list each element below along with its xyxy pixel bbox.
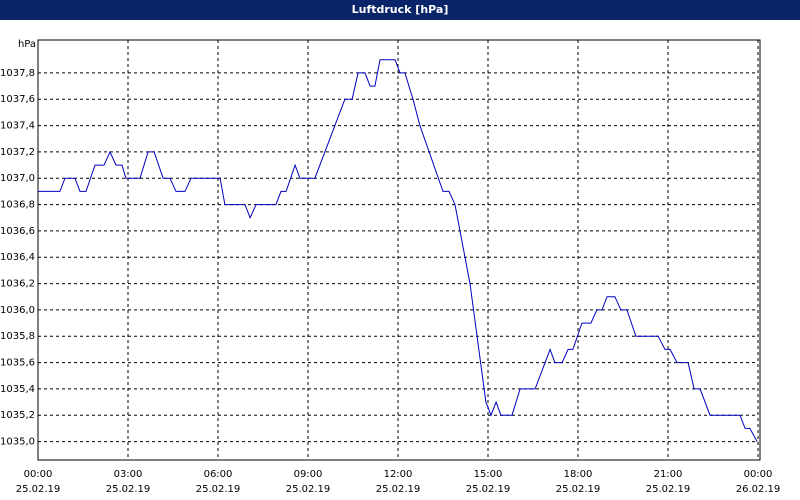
chart-title: Luftdruck [hPa] bbox=[351, 3, 449, 16]
chart: hPa 1035,0 1035,2 1035,4 1035,6 1035,8 1036,0… bbox=[0, 39, 781, 495]
y-tick-label: 1036,2 bbox=[0, 279, 35, 290]
x-tick-date: 25.02.19 bbox=[16, 484, 61, 495]
line-series bbox=[38, 59, 758, 442]
x-tick-date: 25.02.19 bbox=[106, 484, 151, 495]
y-tick-label: 1037,4 bbox=[0, 121, 35, 132]
x-tick-label: 09:00 bbox=[294, 469, 323, 480]
y-tick-label: 1037,8 bbox=[0, 68, 35, 79]
x-tick-label: 18:00 bbox=[564, 469, 593, 480]
y-tick-label: 1035,0 bbox=[0, 437, 35, 448]
x-tick-date: 25.02.19 bbox=[376, 484, 421, 495]
y-tick-label: 1035,8 bbox=[0, 331, 35, 342]
y-tick-label: 1036,0 bbox=[0, 305, 35, 316]
x-tick-date: 25.02.19 bbox=[466, 484, 511, 495]
y-tick-label: 1035,6 bbox=[0, 358, 35, 369]
x-tick-label: 06:00 bbox=[204, 469, 233, 480]
y-tick-label: 1037,2 bbox=[0, 147, 35, 158]
y-tick-label: 1035,4 bbox=[0, 384, 35, 395]
x-tick-date: 25.02.19 bbox=[646, 484, 691, 495]
y-tick-label: 1036,8 bbox=[0, 200, 35, 211]
y-tick-label: 1037,0 bbox=[0, 173, 35, 184]
title-bar: Luftdruck [hPa] bbox=[0, 0, 800, 20]
x-tick-date: 25.02.19 bbox=[286, 484, 331, 495]
x-tick-label: 00:00 bbox=[24, 469, 53, 480]
x-tick-date: 25.02.19 bbox=[556, 484, 601, 495]
y-tick-label: 1035,2 bbox=[0, 410, 35, 421]
x-tick-label: 21:00 bbox=[654, 469, 683, 480]
x-tick-date: 26.02.19 bbox=[736, 484, 781, 495]
y-tick-label: 1037,6 bbox=[0, 94, 35, 105]
x-tick-date: 25.02.19 bbox=[196, 484, 241, 495]
x-tick-label: 15:00 bbox=[474, 469, 503, 480]
y-tick-label: 1036,6 bbox=[0, 226, 35, 237]
plot-frame bbox=[37, 39, 761, 461]
x-tick-label: 00:00 bbox=[744, 469, 773, 480]
x-tick-label: 03:00 bbox=[114, 469, 143, 480]
y-unit: hPa bbox=[18, 39, 36, 50]
y-tick-label: 1036,4 bbox=[0, 252, 35, 263]
x-tick-label: 12:00 bbox=[384, 469, 413, 480]
